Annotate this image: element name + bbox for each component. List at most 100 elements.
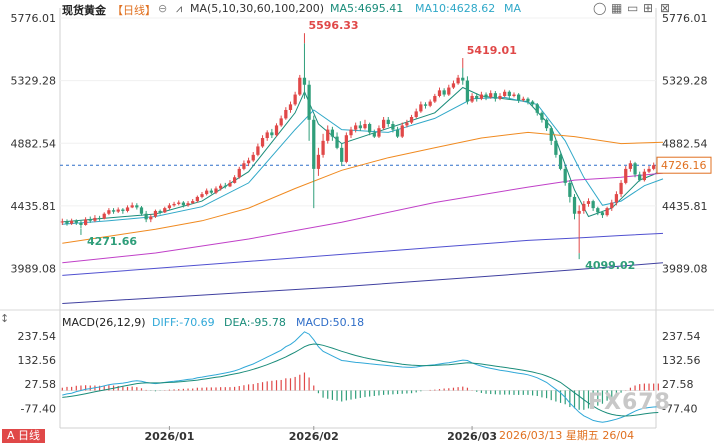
- candle-body: [358, 125, 362, 129]
- price-tick-right: 3989.08: [662, 263, 708, 276]
- candle-body: [158, 210, 162, 213]
- candle-body: [260, 138, 265, 147]
- candle-body: [97, 217, 102, 219]
- ma100-line: [62, 232, 664, 276]
- candle-body: [544, 119, 549, 129]
- macd-tick-right: -77.40: [662, 402, 697, 415]
- candle-body: [116, 209, 120, 212]
- candle-body: [205, 190, 209, 195]
- settings-icon[interactable]: ⊖: [158, 2, 168, 15]
- candle-body: [200, 194, 204, 197]
- current-price-tag: [656, 156, 712, 174]
- candle-body: [442, 90, 446, 95]
- candle-body: [256, 146, 260, 155]
- candle-body: [479, 94, 484, 99]
- minus-icon[interactable]: ▭: [627, 1, 639, 15]
- candle-body: [498, 95, 502, 99]
- candle-body: [614, 194, 619, 203]
- candle-body: [521, 98, 525, 101]
- macd-tick-left: 132.56: [18, 354, 57, 367]
- candle-body: [288, 104, 293, 110]
- candle-body: [647, 168, 651, 172]
- ma30-line: [62, 131, 664, 244]
- candle-body: [470, 95, 474, 102]
- candle-body: [540, 112, 544, 120]
- candle-body: [461, 77, 465, 81]
- candle-body: [130, 205, 134, 208]
- circle-icon[interactable]: ◯: [593, 1, 607, 15]
- candle-body: [363, 124, 367, 129]
- candle-body: [600, 212, 605, 216]
- candle-body: [195, 196, 199, 202]
- candle-body: [70, 220, 74, 224]
- candle-body: [619, 182, 623, 195]
- price-tick-left: 3989.08: [11, 263, 57, 276]
- window-icon[interactable]: ⊞: [643, 1, 654, 15]
- candle-body: [368, 124, 372, 133]
- candle-body: [554, 140, 558, 155]
- candle-body: [121, 209, 125, 211]
- candle-body: [209, 190, 213, 193]
- time-tick-label: 2026/01: [144, 430, 194, 443]
- candle-body: [79, 222, 83, 225]
- candle-body: [191, 201, 195, 204]
- ma-params-label[interactable]: MA(5,10,30,60,100,200): [190, 2, 325, 15]
- indicator-chart-icon[interactable]: ⩘: [176, 2, 183, 15]
- macd-tick-right: 27.58: [662, 378, 694, 391]
- price-tick-right: 4435.81: [662, 200, 708, 213]
- extreme-marker-label: 5419.01: [467, 44, 517, 57]
- chart-icon[interactable]: ▦: [611, 1, 623, 15]
- symbol-label: 现货黄金: [62, 4, 106, 17]
- candle-body: [316, 154, 321, 169]
- candle-body: [428, 101, 432, 106]
- period-label[interactable]: 【日线】: [112, 4, 156, 17]
- candle-body: [405, 122, 409, 126]
- macd-dea-value: DEA:-95.78: [224, 316, 286, 329]
- candle-body: [270, 132, 274, 136]
- macd-params-label[interactable]: MACD(26,12,9): [62, 316, 146, 329]
- candle-body: [223, 185, 227, 187]
- candle-body: [535, 104, 539, 113]
- price-tick-right: 5776.01: [662, 12, 708, 25]
- candle-body: [335, 136, 339, 148]
- candle-body: [372, 132, 376, 137]
- pane-resize-icon[interactable]: ↕: [0, 312, 10, 325]
- candle-body: [107, 210, 111, 214]
- candle-body: [377, 128, 381, 137]
- price-tick-right: 4882.54: [662, 137, 708, 150]
- period-badge[interactable]: A 日线: [2, 429, 46, 443]
- candle-body: [437, 90, 442, 96]
- candle-body: [298, 77, 302, 95]
- candle-body: [246, 160, 251, 164]
- candle-body: [312, 119, 316, 169]
- price-tick-left: 4882.54: [11, 137, 57, 150]
- candle-body: [507, 91, 511, 96]
- candle-body: [549, 128, 553, 141]
- macd-tick-left: 27.58: [25, 378, 57, 391]
- candle-body: [489, 93, 493, 98]
- candle-body: [503, 91, 507, 96]
- candle-body: [321, 140, 325, 155]
- candle-body: [558, 154, 563, 169]
- candle-body: [526, 98, 530, 102]
- moving-average-layer: [62, 86, 664, 304]
- candle-body: [577, 210, 581, 214]
- candle-body: [563, 168, 567, 183]
- extreme-marker-label: 5596.33: [308, 19, 358, 32]
- candle-body: [354, 125, 358, 130]
- candle-body: [279, 118, 283, 126]
- candle-body: [633, 163, 637, 175]
- close-icon[interactable]: ⊠: [660, 1, 671, 15]
- candlestick-layer: [60, 43, 656, 254]
- candle-body: [237, 168, 241, 178]
- candle-body: [423, 104, 428, 106]
- candle-body: [149, 216, 153, 220]
- ma60-line: [62, 172, 664, 264]
- candle-body: [610, 202, 614, 209]
- candle-body: [484, 94, 488, 98]
- candle-body: [326, 129, 330, 141]
- candle-body: [409, 116, 414, 123]
- candle-body: [232, 177, 237, 183]
- candle-body: [139, 207, 144, 214]
